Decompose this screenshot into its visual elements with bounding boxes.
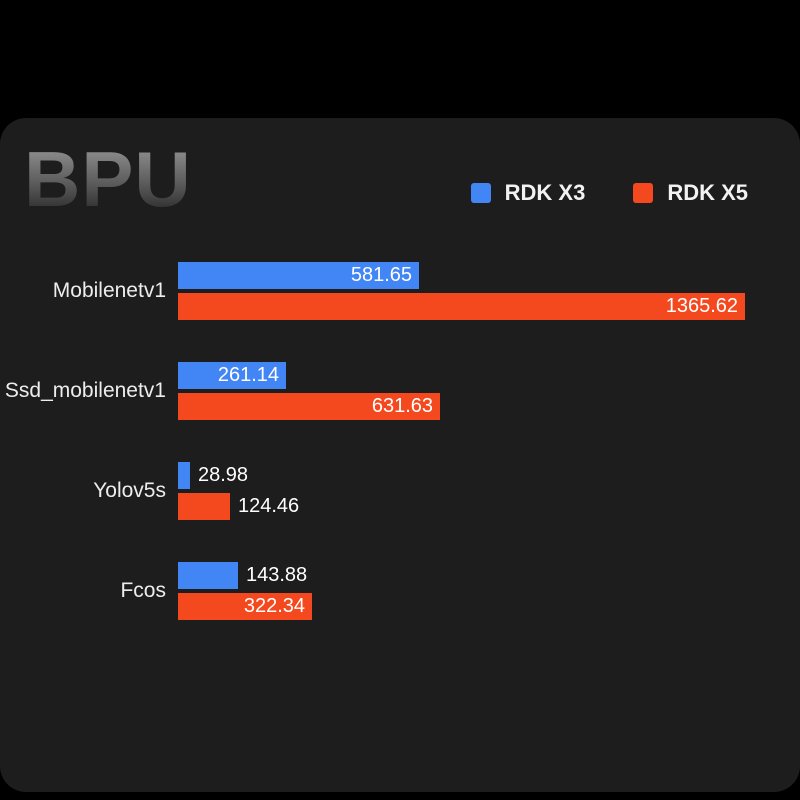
chart-panel: BPU RDK X3 RDK X5 Mobilenetv1 581.65 1365.…: [0, 118, 800, 792]
bar-rdk-x3: 581.65: [178, 262, 419, 289]
value-label: 581.65: [350, 264, 412, 286]
legend-swatch-rdk-x3: [470, 183, 491, 203]
legend-swatch-rdk-x5: [633, 183, 654, 203]
value-label: 28.98: [198, 464, 249, 486]
category-label: Ssd_mobilenetv1: [4, 379, 166, 402]
value-label: 631.63: [371, 395, 433, 417]
legend-label-rdk-x3: RDK X3: [504, 180, 586, 205]
bar-group-mobilenetv1: Mobilenetv1 581.65 1365.62: [0, 262, 800, 362]
value-label: 261.14: [217, 364, 279, 386]
legend-label-rdk-x5: RDK X5: [667, 180, 748, 205]
value-label: 124.46: [238, 495, 300, 517]
chart-title: BPU: [24, 135, 192, 223]
bar-chart: Mobilenetv1 581.65 1365.62 Ssd_mobilenetv1 2…: [0, 262, 800, 662]
bar-rdk-x3: [178, 562, 238, 589]
bar-pair: 261.14 631.63: [178, 362, 440, 424]
bar-rdk-x3: 261.14: [178, 362, 286, 389]
value-label: 1365.62: [665, 295, 738, 317]
bar-rdk-x3: [178, 462, 190, 489]
category-label: Fcos: [120, 579, 166, 602]
category-label: Yolov5s: [93, 479, 166, 502]
value-label: 322.34: [243, 595, 305, 617]
legend: RDK X3 RDK X5: [470, 180, 748, 206]
bar-rdk-x5: 1365.62: [178, 293, 745, 320]
bar-group-fcos: Fcos 143.88 322.34: [0, 562, 800, 662]
legend-item-rdk-x3: RDK X3: [470, 180, 586, 206]
bar-pair: 143.88 322.34: [178, 562, 312, 624]
category-label: Mobilenetv1: [52, 279, 166, 302]
legend-item-rdk-x5: RDK X5: [633, 180, 748, 206]
bar-rdk-x5: 322.34: [178, 593, 312, 620]
bar-rdk-x5: 631.63: [178, 393, 440, 420]
bar-pair: 28.98 124.46: [178, 462, 299, 524]
bar-pair: 581.65 1365.62: [178, 262, 745, 324]
bar-rdk-x5: [178, 493, 230, 520]
bar-group-yolov5s: Yolov5s 28.98 124.46: [0, 462, 800, 562]
bar-group-ssd_mobilenetv1: Ssd_mobilenetv1 261.14 631.63: [0, 362, 800, 462]
value-label: 143.88: [246, 564, 308, 586]
